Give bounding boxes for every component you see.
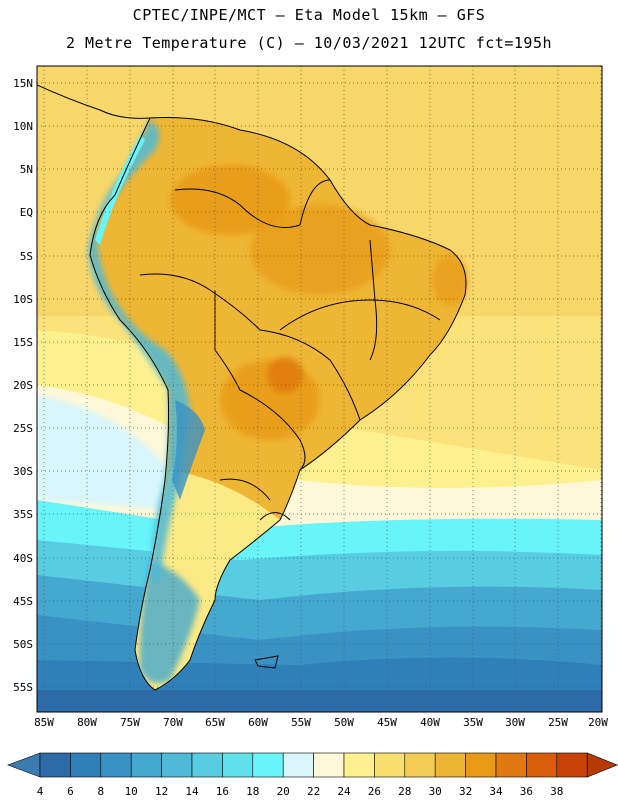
colorbar-swatch [100,752,132,778]
colorbar-label: 20 [277,785,290,798]
lon-label: 50W [334,716,354,729]
colorbar-label: 16 [216,785,229,798]
lat-label: 55S [13,681,33,694]
lon-label: 55W [291,716,311,729]
lat-label: 45S [13,595,33,608]
colorbar-label: 18 [246,785,259,798]
colorbar-swatch [282,752,314,778]
colorbar-label: 28 [398,785,411,798]
colorbar-label: 12 [155,785,168,798]
colorbar-swatch [191,752,223,778]
colorbar-label: 4 [37,785,44,798]
colorbar-label: 6 [67,785,74,798]
colorbar-label: 34 [489,785,503,798]
lat-label: 20S [13,379,33,392]
lat-label: 25S [13,422,33,435]
colorbar: 4 6 8 10 12 14 16 18 20 22 24 26 28 30 32 34 36 38 [7,752,618,798]
colorbar-swatch [70,752,102,778]
lon-label: 75W [120,716,140,729]
colorbar-swatch [222,752,254,778]
latitude-labels: 15N 10N 5N EQ 5S 10S 15S 20S 25S 30S 35S… [13,77,33,694]
colorbar-label: 8 [97,785,104,798]
colorbar-swatch [130,752,162,778]
lon-label: 40W [420,716,440,729]
lat-label: 10S [13,293,33,306]
colorbar-swatch [252,752,284,778]
temperature-field [37,66,602,712]
lat-label: 5S [20,250,33,263]
colorbar-label: 24 [337,785,351,798]
colorbar-label: 22 [307,785,320,798]
lat-label: 30S [13,465,33,478]
lat-label: 50S [13,638,33,651]
lon-label: 70W [163,716,183,729]
colorbar-label: 38 [550,785,563,798]
lon-label: 30W [505,716,525,729]
lon-label: 25W [548,716,568,729]
colorbar-swatch [39,752,71,778]
colorbar-swatch [343,752,375,778]
colorbar-swatch [313,752,345,778]
colorbar-high-arrow [586,752,618,778]
lat-label: 15S [13,336,33,349]
lat-label: 40S [13,552,33,565]
colorbar-label: 26 [368,785,381,798]
colorbar-low-arrow [7,752,41,778]
longitude-labels: 85W 80W 75W 70W 65W 60W 55W 50W 45W 40W … [34,716,608,729]
colorbar-swatch [556,752,588,778]
lat-label: 5N [20,163,33,176]
colorbar-label: 36 [520,785,533,798]
map-title: CPTEC/INPE/MCT – Eta Model 15km – GFS [132,6,486,24]
lat-label: 10N [13,120,33,133]
lat-label: 15N [13,77,33,90]
lon-label: 45W [377,716,397,729]
lon-label: 60W [248,716,268,729]
map-subtitle: 2 Metre Temperature (C) – 10/03/2021 12U… [65,34,553,52]
colorbar-swatch [161,752,193,778]
lon-label: 65W [205,716,225,729]
lon-label: 20W [588,716,608,729]
colorbar-swatch [374,752,406,778]
lon-label: 80W [77,716,97,729]
lon-label: 85W [34,716,54,729]
colorbar-swatch [434,752,466,778]
colorbar-label: 32 [459,785,472,798]
lat-label: EQ [20,206,33,219]
colorbar-swatch [404,752,436,778]
colorbar-swatch [465,752,497,778]
colorbar-swatch [495,752,527,778]
colorbar-swatch [526,752,558,778]
lon-label: 35W [463,716,483,729]
lat-label: 35S [13,508,33,521]
colorbar-label: 30 [429,785,442,798]
country-borders [37,84,467,691]
map-frame [36,65,603,713]
colorbar-label: 14 [185,785,199,798]
colorbar-label: 10 [125,785,138,798]
